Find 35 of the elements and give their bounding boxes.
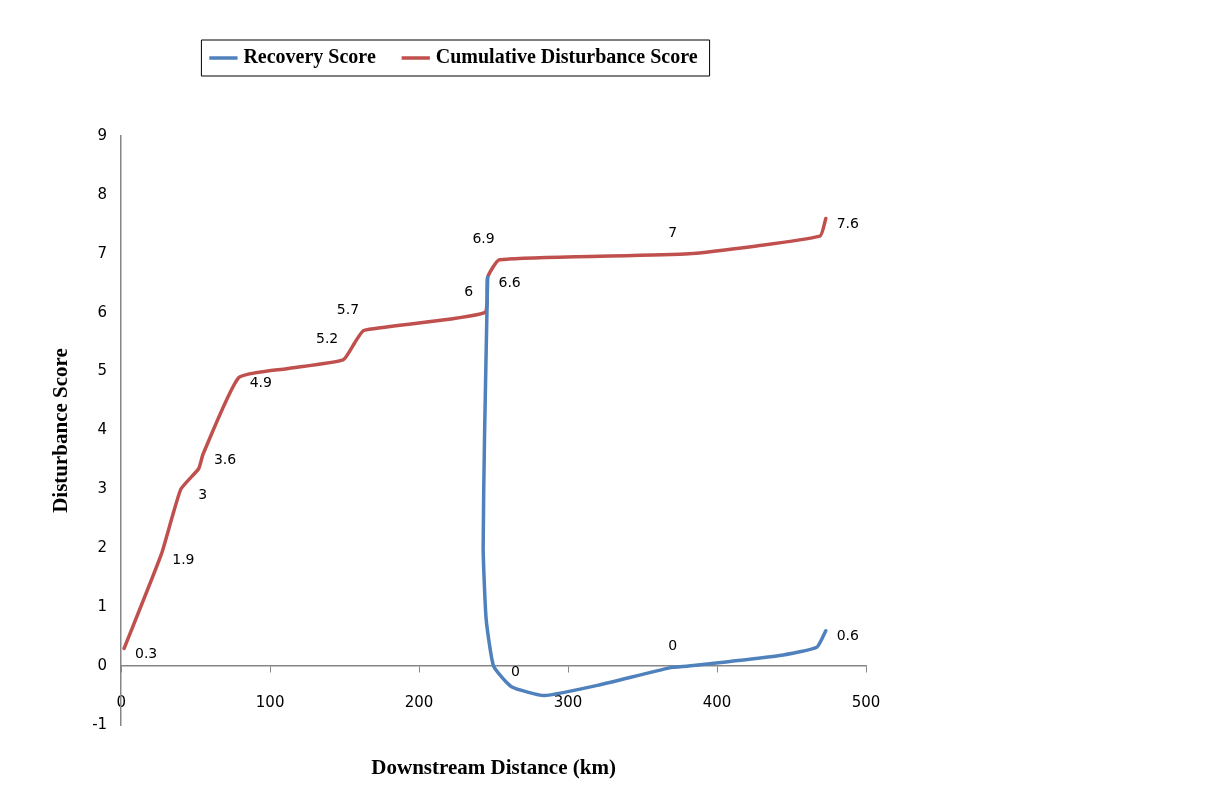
x-tick-label: 200 [404, 692, 434, 711]
y-tick-label: 7 [97, 243, 108, 262]
data-label: 3 [198, 486, 208, 503]
x-tick-label: 500 [851, 692, 881, 711]
y-tick-label: 8 [97, 184, 108, 203]
y-tick-label: 0 [97, 655, 108, 674]
data-label: 5.2 [315, 330, 339, 347]
y-tick-label: 5 [97, 361, 108, 380]
x-tick-label: 300 [553, 692, 583, 711]
y-tick-label: 3 [97, 479, 108, 498]
data-label: 7.6 [836, 215, 859, 232]
x-tick-label: 100 [255, 692, 285, 711]
data-label: 6 [464, 283, 474, 300]
y-tick-label: 4 [97, 420, 108, 439]
data-label: 0.6 [836, 627, 859, 644]
y-tick-label: 1 [97, 597, 108, 616]
data-label: 6.9 [472, 230, 495, 247]
legend-label: Cumulative Disturbance Score [435, 45, 698, 68]
data-label: 3.6 [213, 450, 237, 467]
data-label: 0 [668, 636, 678, 653]
y-tick-label: 9 [97, 125, 108, 144]
y-tick-label: -1 [92, 714, 108, 733]
data-label: 6.6 [498, 274, 521, 290]
y-tick-label: 2 [97, 538, 108, 557]
data-label: 1.9 [172, 550, 195, 567]
legend-label: Recovery Score [243, 45, 376, 69]
x-tick-label: 400 [702, 692, 732, 711]
y-axis-title: Disturbance Score [48, 348, 73, 513]
x-axis-title: Downstream Distance (km) [371, 755, 616, 780]
data-label: 4.9 [249, 374, 272, 391]
data-label: 0.3 [135, 645, 158, 662]
data-label: 5.7 [336, 301, 360, 318]
y-tick-label: 6 [97, 302, 108, 321]
data-label: 0 [511, 662, 521, 679]
data-label: 7 [668, 224, 678, 241]
